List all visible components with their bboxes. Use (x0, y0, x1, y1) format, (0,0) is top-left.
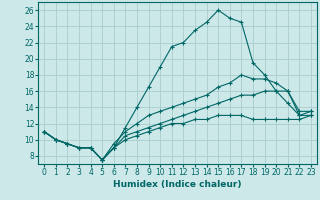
X-axis label: Humidex (Indice chaleur): Humidex (Indice chaleur) (113, 180, 242, 189)
